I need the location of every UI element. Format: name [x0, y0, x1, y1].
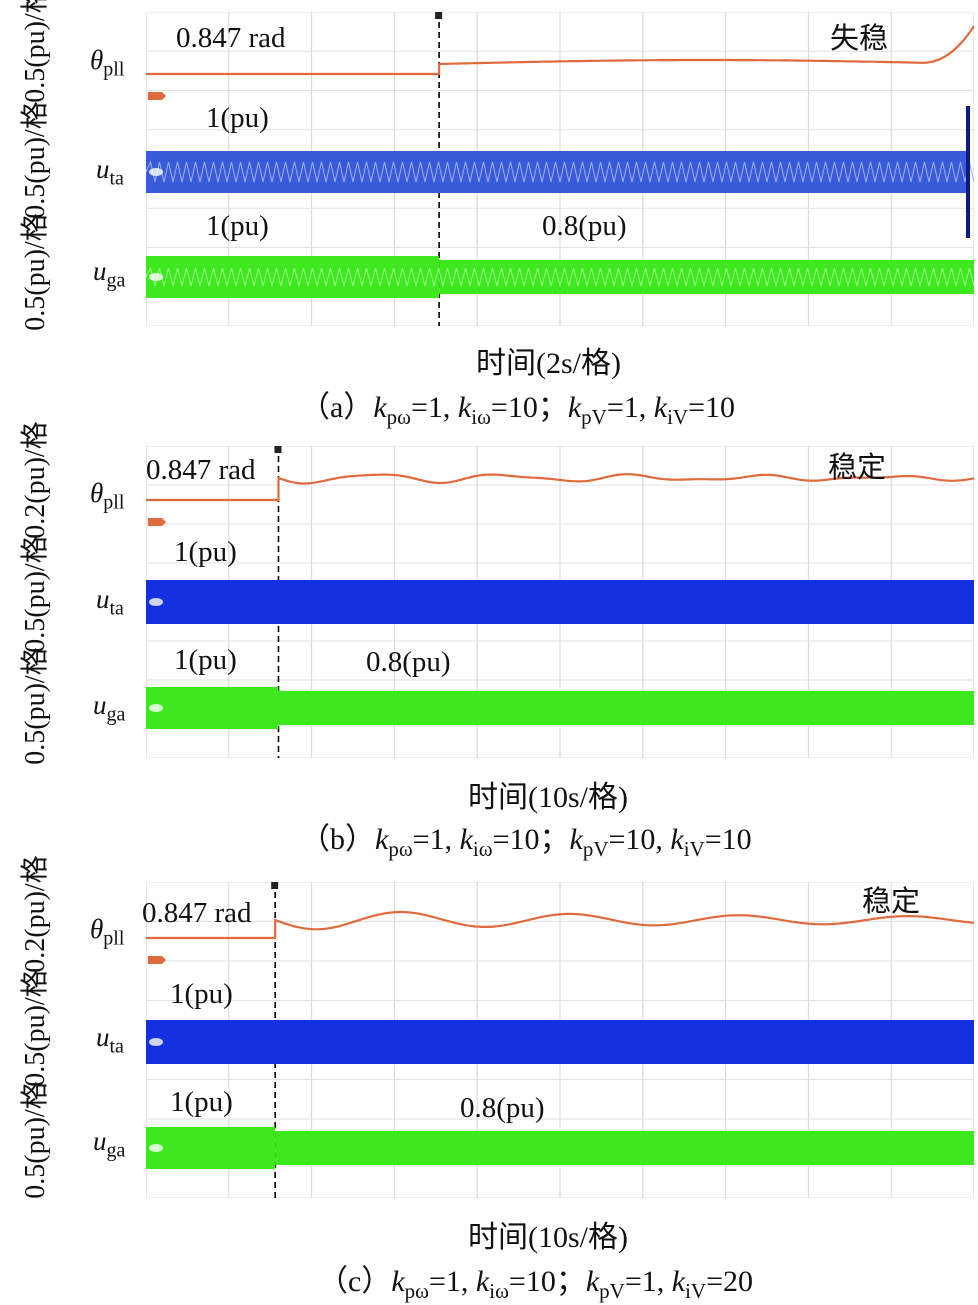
caption: （c）kpω=1, kiω=10；kpV=1, kiV=20 — [318, 1265, 753, 1303]
uga-pre-annotation: 1(pu) — [170, 1086, 233, 1118]
u-ga-trace-pre — [146, 1127, 276, 1169]
uga-post-annotation: 0.8(pu) — [366, 646, 451, 678]
u-ga-trace-pre — [146, 687, 279, 729]
uga-pre-annotation: 1(pu) — [206, 210, 269, 242]
signal-label-theta: θpll — [90, 914, 125, 950]
trigger-marker — [271, 882, 279, 889]
trigger-marker — [274, 446, 282, 453]
uta-annotation: 1(pu) — [174, 536, 237, 568]
signal-label-theta: θpll — [90, 45, 125, 81]
uga-pre-annotation: 1(pu) — [174, 644, 237, 676]
theta-initial-annotation: 0.847 rad — [146, 454, 256, 486]
u-ta-trace-band — [146, 580, 974, 624]
channel-marker — [149, 273, 163, 281]
uga-post-annotation: 0.8(pu) — [542, 210, 627, 242]
scope-plot — [146, 12, 974, 326]
x-axis-label: 时间(10s/格) — [468, 1221, 628, 1254]
channel-marker — [149, 704, 163, 712]
u-ta-trace-band — [146, 151, 966, 193]
u-ta-trace-band — [146, 1020, 974, 1064]
theta-initial-annotation: 0.847 rad — [176, 22, 286, 54]
theta-pll-trace — [146, 473, 974, 502]
panel-b: 0.2(pu)/格 0.5(pu)/格 0.5(pu)/格 θpll uta u… — [0, 421, 978, 864]
channel-marker — [148, 518, 166, 526]
scope-screen — [146, 882, 974, 1198]
theta-pll-trace — [146, 910, 974, 940]
status-annotation: 稳定 — [828, 452, 887, 484]
channel-marker — [149, 1038, 163, 1046]
y-axis-label: 0.5(pu)/格 — [20, 1081, 51, 1199]
y-axis-label: 0.5(pu)/格 — [20, 647, 51, 765]
u-ta-trace-collapse — [966, 106, 970, 238]
status-annotation: 稳定 — [862, 886, 921, 918]
scope-plot — [146, 446, 974, 758]
scope-plot — [146, 882, 974, 1198]
u-ga-waveform — [146, 266, 974, 287]
theta-pll-trace — [146, 25, 974, 76]
caption: （b）kpω=1, kiω=10；kpV=10, kiV=10 — [300, 823, 752, 861]
uta-annotation: 1(pu) — [170, 978, 233, 1010]
signal-label-uga: uga — [93, 690, 126, 726]
caption: （a）kpω=1, kiω=10；kpV=1, kiV=10 — [300, 391, 735, 429]
signal-label-uga: uga — [93, 1126, 126, 1162]
signal-label-theta: θpll — [90, 478, 125, 514]
channel-marker — [149, 1144, 163, 1152]
scope-screen — [146, 446, 974, 758]
panel-a: 0.5(pu)/格 0.5(pu)/格 0.5(pu)/格 θpll uta u… — [0, 0, 978, 430]
channel-marker — [149, 598, 163, 606]
scope-screen — [146, 12, 974, 326]
u-ga-trace-post — [275, 1131, 974, 1165]
trigger-marker — [435, 12, 443, 19]
signal-label-uga: uga — [93, 256, 126, 292]
uta-annotation: 1(pu) — [206, 102, 269, 134]
signal-label-uta: uta — [96, 154, 124, 190]
x-axis-label: 时间(2s/格) — [476, 347, 621, 380]
signal-label-uta: uta — [96, 584, 124, 620]
u-ga-trace-post — [278, 691, 974, 725]
uga-post-annotation: 0.8(pu) — [460, 1092, 545, 1124]
channel-marker — [148, 956, 166, 964]
theta-initial-annotation: 0.847 rad — [142, 897, 252, 929]
u-ta-waveform — [146, 160, 974, 183]
status-annotation: 失稳 — [830, 23, 889, 55]
channel-marker — [148, 92, 166, 100]
channel-marker — [149, 168, 163, 176]
y-axis-label: 0.5(pu)/格 — [20, 213, 51, 331]
panel-c: 0.2(pu)/格 0.5(pu)/格 0.5(pu)/格 θpll uta u… — [0, 855, 978, 1305]
x-axis-label: 时间(10s/格) — [468, 781, 628, 814]
signal-label-uta: uta — [96, 1022, 124, 1058]
